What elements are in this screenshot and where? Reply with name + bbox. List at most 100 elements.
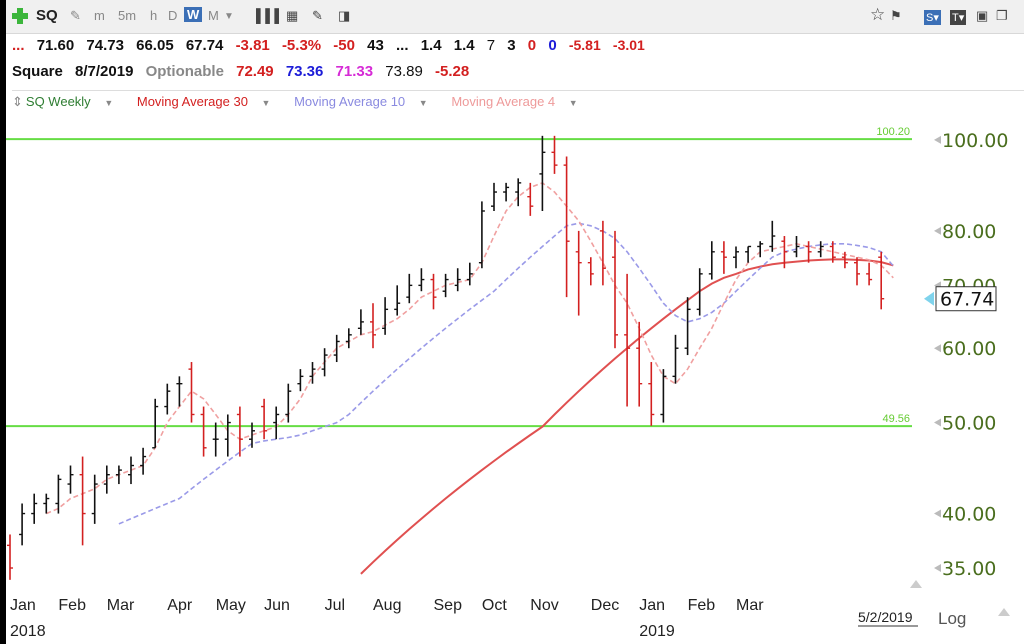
last-price-label: 67.74 (940, 289, 994, 311)
ma10-value: 73.36 (285, 63, 324, 80)
quote-close: 67.74 (185, 37, 224, 54)
legend-ma4[interactable]: Moving Average 4 ▼ (451, 94, 578, 109)
ma30-value: 72.49 (236, 63, 274, 80)
quote-n3: 0 (527, 37, 537, 54)
x-tick-label: Feb (58, 597, 86, 614)
quote-high: 74.73 (86, 37, 124, 54)
quote-rel2: 43 (367, 37, 384, 54)
quote-low: 66.05 (136, 37, 174, 54)
save-icon[interactable]: ▣ (976, 8, 989, 23)
y-tick-label: 80.00 (942, 221, 996, 243)
legend-ma30[interactable]: Moving Average 30 ▼ (136, 94, 271, 109)
x-tick-label: May (216, 597, 246, 614)
t-menu-icon[interactable]: T▾ (950, 10, 967, 25)
interval-mo[interactable]: M (208, 8, 219, 23)
symbol-field[interactable]: SQ (36, 7, 58, 24)
ma4-value: 71.33 (335, 63, 374, 80)
y-tick-label: 100.00 (942, 130, 1008, 152)
x-tick-label: Sep (434, 597, 463, 614)
x-tick-label: Nov (530, 597, 558, 614)
star-icon[interactable]: ☆ (870, 5, 886, 24)
ma10-line (118, 222, 894, 525)
last-change: -5.28 (434, 63, 470, 80)
y-tick-marker (934, 418, 941, 427)
chevron-down-icon[interactable]: ▼ (104, 98, 114, 108)
y-tick-marker (934, 344, 941, 353)
y-tick-marker (934, 509, 941, 518)
x-tick-label: Aug (373, 597, 401, 614)
interval-m[interactable]: m (94, 8, 105, 23)
s-menu-icon[interactable]: S▾ (924, 10, 941, 25)
y-tick-label: 60.00 (942, 338, 996, 360)
x-tick-label: Mar (107, 597, 135, 614)
last-value: 73.89 (385, 63, 423, 80)
x-tick-label: Jan (10, 597, 36, 614)
y-tick-marker (934, 564, 941, 573)
quote-change: -3.81 (235, 37, 270, 54)
legend: ⇕ SQ Weekly ▼ Moving Average 30 ▼ Moving … (12, 90, 1024, 110)
last-price-box (935, 286, 997, 312)
interval-h[interactable]: h (150, 8, 158, 23)
quote-rel1: -50 (333, 37, 355, 54)
legend-symbol[interactable]: ⇕ SQ Weekly ▼ (12, 94, 114, 109)
level-label: 49.56 (882, 413, 910, 425)
pencil-icon[interactable]: ✎ (312, 8, 323, 23)
x-tick-label: Mar (736, 597, 764, 614)
date-label: 5/2/2019 (858, 609, 913, 625)
quote-v2: 1.4 (453, 37, 475, 54)
window-icon[interactable]: ❐ (996, 8, 1008, 23)
interval-dropdown-icon[interactable]: ▼ (224, 11, 234, 22)
quote-row-1: ... 71.60 74.73 66.05 67.74 -3.81 -5.3% … (12, 37, 653, 59)
chart-window: SQ ✎ m 5m h D W M ▼ ▌▌▌ ▦ ✎ ◨ ☆ ⚑ S▾ T▾ … (6, 0, 1024, 644)
quote-open: 71.60 (36, 37, 75, 54)
interval-5m[interactable]: 5m (118, 8, 137, 23)
toolbar: SQ ✎ m 5m h D W M ▼ ▌▌▌ ▦ ✎ ◨ ☆ ⚑ S▾ T▾ … (6, 0, 1024, 34)
quote-prefix: ... (12, 37, 25, 54)
year-label: 2019 (639, 623, 675, 640)
quote-ellipsis: ... (396, 37, 409, 54)
x-tick-label: Jun (264, 597, 290, 614)
quote-change-pct: -5.3% (281, 37, 322, 54)
legend-ma10[interactable]: Moving Average 10 ▼ (294, 94, 428, 109)
chevron-down-icon[interactable]: ▼ (418, 98, 428, 108)
ma4-line (45, 181, 894, 515)
quote-date: 8/7/2019 (75, 63, 134, 80)
quote-m2: -3.01 (612, 37, 645, 53)
y-tick-label: 50.00 (942, 413, 996, 435)
x-tick-label: Dec (591, 597, 619, 614)
year-label: 2018 (10, 623, 46, 640)
y-tick-marker (934, 135, 941, 144)
x-tick-label: Jul (325, 597, 345, 614)
move-handle-icon[interactable]: ⇕ (12, 94, 23, 109)
y-tick-label: 35.00 (942, 558, 996, 580)
quote-v1: 1.4 (420, 37, 442, 54)
quote-n1: 7 (486, 37, 496, 54)
optionable-badge: Optionable (145, 63, 224, 80)
chevron-down-icon[interactable]: ▼ (568, 98, 578, 108)
add-symbol-icon[interactable] (12, 8, 28, 24)
company-name: Square (12, 63, 63, 80)
last-price-arrow (924, 291, 934, 306)
tag-icon[interactable]: ◨ (338, 8, 351, 23)
quote-n2: 3 (507, 37, 516, 54)
scroll-up-icon (910, 580, 922, 588)
drawing-tools-icon[interactable]: ✎ (70, 8, 81, 23)
scale-up-icon (998, 608, 1010, 616)
grid-icon[interactable]: ▦ (286, 8, 299, 23)
quote-n4: 0 (548, 37, 557, 54)
chevron-down-icon[interactable]: ▼ (261, 98, 271, 108)
level-label: 100.20 (876, 126, 910, 138)
y-tick-marker (934, 226, 941, 235)
y-tick-label: 40.00 (942, 504, 996, 526)
x-tick-label: Feb (688, 597, 716, 614)
interval-w[interactable]: W (184, 7, 203, 22)
bar-chart-icon[interactable]: ▌▌▌ (256, 8, 284, 23)
quote-m1: -5.81 (568, 37, 601, 53)
x-tick-label: Jan (639, 597, 665, 614)
x-tick-label: Apr (167, 597, 193, 614)
x-tick-label: Oct (482, 597, 507, 614)
quote-row-2: Square 8/7/2019 Optionable 72.49 73.36 7… (12, 63, 477, 85)
price-chart[interactable]: 100.2049.56100.0080.0070.0060.0050.0040.… (6, 0, 1024, 644)
interval-d[interactable]: D (168, 8, 178, 23)
flag-icon[interactable]: ⚑ (890, 8, 902, 23)
